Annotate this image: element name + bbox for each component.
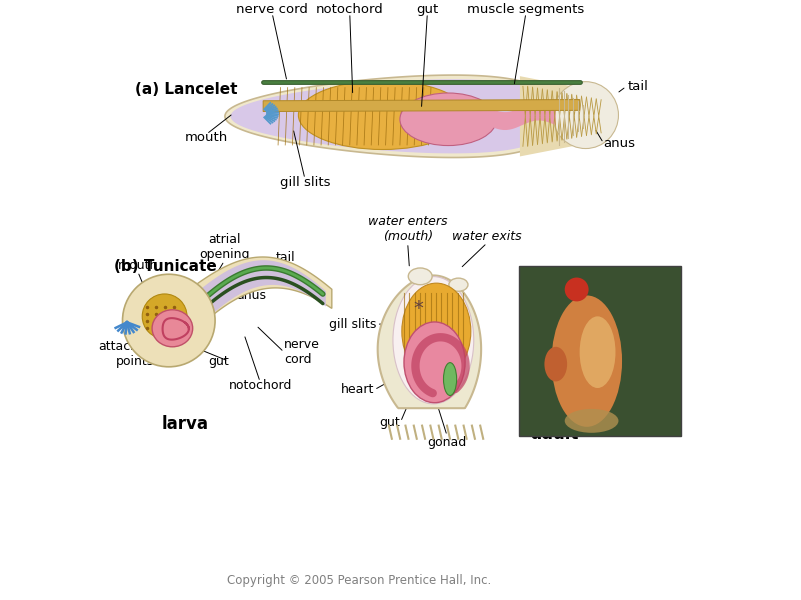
Text: larva: larva: [162, 415, 209, 433]
Polygon shape: [454, 103, 556, 130]
Ellipse shape: [400, 93, 497, 146]
Text: muscle segments: muscle segments: [467, 3, 585, 16]
Text: Copyright © 2005 Pearson Prentice Hall, Inc.: Copyright © 2005 Pearson Prentice Hall, …: [227, 574, 491, 587]
Ellipse shape: [444, 362, 457, 395]
Text: gill slits: gill slits: [280, 176, 330, 189]
Polygon shape: [264, 100, 580, 112]
Polygon shape: [225, 75, 559, 158]
Ellipse shape: [565, 278, 589, 301]
Text: attachment
points: attachment points: [99, 340, 171, 368]
Text: mouth: mouth: [185, 131, 228, 144]
Polygon shape: [231, 79, 555, 154]
Text: tail: tail: [276, 251, 296, 264]
Text: nerve cord: nerve cord: [236, 3, 308, 16]
Ellipse shape: [553, 82, 618, 149]
FancyBboxPatch shape: [519, 266, 681, 436]
Text: (b) Tunicate: (b) Tunicate: [114, 259, 216, 274]
Text: tail: tail: [627, 80, 648, 93]
Text: atrial
opening: atrial opening: [199, 233, 250, 261]
Text: gut: gut: [380, 416, 400, 428]
Ellipse shape: [552, 295, 622, 427]
Text: (a) Lancelet: (a) Lancelet: [135, 82, 237, 97]
Polygon shape: [186, 260, 326, 340]
Ellipse shape: [299, 81, 467, 149]
Text: mouth: mouth: [118, 259, 158, 272]
Text: gill
slits: gill slits: [163, 337, 188, 364]
Ellipse shape: [152, 310, 193, 347]
Text: gut: gut: [417, 3, 438, 16]
Ellipse shape: [404, 322, 465, 403]
Text: notochord: notochord: [228, 379, 292, 392]
Ellipse shape: [580, 316, 615, 388]
Text: gill slits: gill slits: [329, 317, 376, 331]
Polygon shape: [520, 76, 603, 157]
Polygon shape: [179, 257, 332, 344]
Text: water exits: water exits: [453, 230, 522, 243]
Text: gonad: gonad: [428, 436, 467, 449]
Ellipse shape: [449, 278, 468, 291]
Text: gut: gut: [207, 355, 228, 368]
Text: anus: anus: [603, 137, 635, 149]
Text: notochord: notochord: [316, 3, 384, 16]
Text: nerve
cord: nerve cord: [284, 338, 320, 366]
Text: water enters
(mouth): water enters (mouth): [368, 215, 448, 243]
Ellipse shape: [402, 283, 471, 379]
Text: heart: heart: [341, 383, 374, 396]
Polygon shape: [378, 275, 481, 408]
Text: anus: anus: [236, 289, 266, 302]
Ellipse shape: [123, 274, 215, 367]
Ellipse shape: [545, 347, 567, 382]
Text: adult: adult: [530, 425, 579, 443]
Ellipse shape: [409, 268, 433, 284]
Ellipse shape: [393, 277, 473, 404]
Text: *: *: [413, 299, 424, 318]
Ellipse shape: [565, 409, 618, 433]
Ellipse shape: [143, 294, 187, 339]
